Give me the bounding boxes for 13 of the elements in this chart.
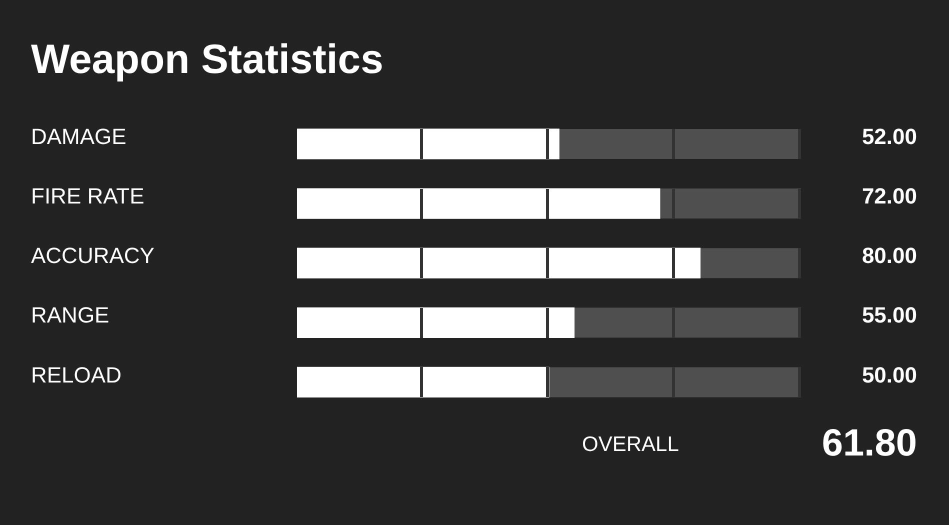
data-label: 55.00 — [862, 302, 917, 328]
data-label: 50.00 — [862, 362, 917, 388]
y-tick-label: FIRE RATE — [31, 184, 144, 209]
data-label: 72.00 — [862, 184, 917, 209]
data-label: 80.00 — [862, 243, 917, 268]
y-tick-label: ACCURACY — [31, 243, 155, 268]
chart-title: Weapon Statistics — [31, 36, 384, 82]
text: OVERALL — [582, 432, 679, 456]
y-tick-label: RELOAD — [31, 362, 122, 388]
data-label: 52.00 — [862, 124, 917, 150]
text: 61.80 — [822, 422, 917, 464]
y-tick-label: DAMAGE — [31, 124, 126, 150]
y-tick-label: RANGE — [31, 302, 110, 328]
